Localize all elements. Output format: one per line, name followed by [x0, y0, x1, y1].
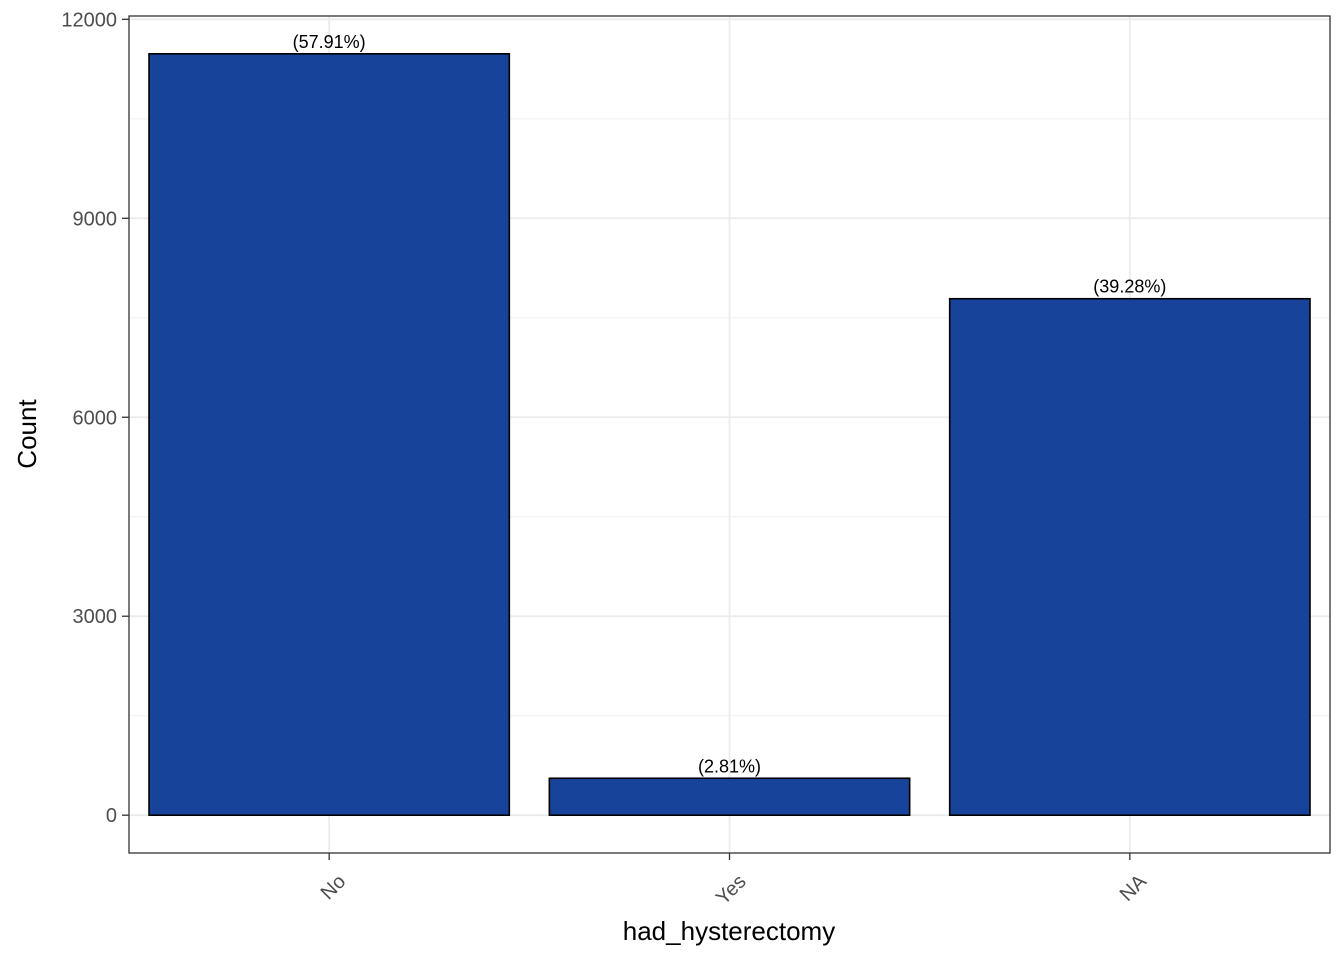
y-axis-title: Count [12, 399, 42, 469]
y-tick-label: 12000 [61, 9, 117, 31]
bar-no [148, 53, 511, 816]
y-tick-label: 9000 [73, 208, 118, 230]
y-tick-label: 6000 [73, 407, 118, 429]
data-labels: (57.91%) (2.81%) (39.28%) [293, 32, 1167, 776]
x-axis-title: had_hysterectomy [623, 916, 835, 946]
x-axis: No Yes NA [317, 853, 1152, 910]
y-axis: 0 3000 6000 9000 12000 [61, 9, 129, 827]
data-label-yes: (2.81%) [698, 756, 761, 776]
data-label-na: (39.28%) [1093, 277, 1166, 297]
x-tick-label-no: No [317, 871, 351, 905]
x-tick-label-na: NA [1116, 870, 1152, 906]
y-tick-label: 0 [106, 805, 117, 827]
data-label-no: (57.91%) [293, 32, 366, 52]
bar-na [948, 297, 1311, 816]
y-tick-label: 3000 [73, 606, 118, 628]
x-tick-label-yes: Yes [712, 871, 751, 910]
bars [148, 53, 1311, 816]
bar-yes [548, 777, 911, 816]
